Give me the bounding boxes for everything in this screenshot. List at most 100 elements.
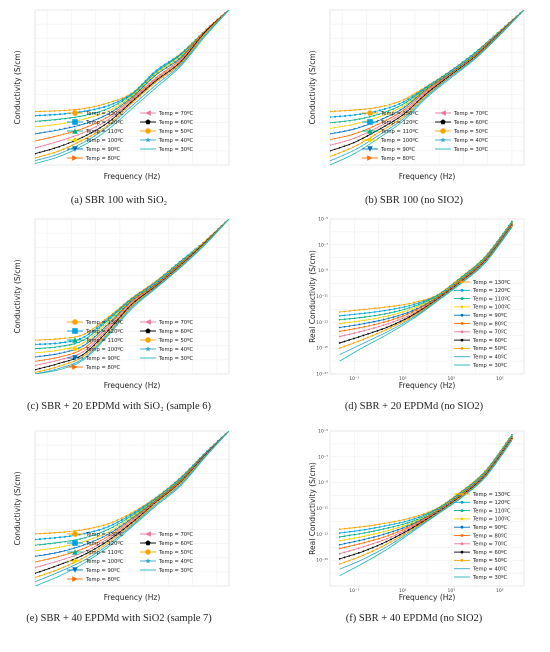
data-point bbox=[145, 82, 148, 85]
data-point bbox=[143, 507, 146, 509]
data-point bbox=[387, 317, 390, 320]
data-point bbox=[115, 108, 117, 111]
data-point bbox=[330, 116, 331, 118]
data-point bbox=[368, 315, 371, 318]
legend-entry: Temp = 40ºC bbox=[140, 346, 194, 353]
data-point bbox=[165, 275, 168, 278]
data-point bbox=[129, 301, 132, 304]
data-point bbox=[376, 544, 379, 547]
data-point bbox=[109, 317, 112, 319]
data-point bbox=[146, 88, 149, 91]
legend-marker bbox=[367, 110, 373, 116]
data-point bbox=[43, 548, 46, 551]
data-point bbox=[386, 126, 389, 128]
data-point bbox=[155, 69, 158, 72]
legend-label: Temp = 110ºC bbox=[85, 129, 124, 135]
plot-area bbox=[34, 218, 230, 375]
data-point bbox=[397, 117, 399, 120]
data-point bbox=[92, 553, 95, 556]
data-point bbox=[64, 117, 66, 120]
legend-label: Temp = 40ºC bbox=[158, 138, 194, 144]
series-line bbox=[35, 10, 229, 162]
data-point bbox=[49, 338, 51, 341]
data-point bbox=[467, 59, 470, 61]
data-point bbox=[102, 545, 105, 547]
data-point bbox=[135, 514, 138, 517]
data-point bbox=[106, 540, 109, 542]
data-point bbox=[87, 339, 89, 341]
data-point bbox=[412, 313, 415, 316]
data-point bbox=[368, 531, 370, 533]
legend-marker bbox=[72, 531, 78, 537]
data-point bbox=[81, 356, 84, 358]
legend-label: Temp = 90ºC bbox=[85, 356, 121, 362]
data-point bbox=[64, 341, 67, 344]
data-point bbox=[382, 324, 385, 327]
data-point bbox=[39, 125, 41, 128]
data-point bbox=[67, 364, 70, 367]
data-point bbox=[81, 132, 84, 135]
y-axis-title: Real Conductivity (S/cm) bbox=[308, 462, 317, 555]
data-point bbox=[333, 148, 336, 151]
data-point bbox=[363, 535, 366, 538]
data-point bbox=[129, 514, 132, 516]
legend-marker bbox=[72, 567, 78, 573]
legend-label: Temp = 70ºC bbox=[472, 542, 508, 548]
data-point bbox=[87, 333, 90, 336]
data-point bbox=[87, 116, 90, 119]
data-point bbox=[371, 546, 374, 549]
data-point bbox=[160, 74, 163, 76]
data-point bbox=[112, 523, 114, 526]
data-point bbox=[348, 534, 351, 537]
data-point bbox=[121, 113, 124, 116]
y-tick-label: 10⁻¹¹ bbox=[316, 506, 328, 512]
data-point bbox=[104, 117, 107, 120]
data-point bbox=[53, 368, 56, 371]
data-point bbox=[154, 503, 157, 506]
data-point bbox=[402, 533, 405, 536]
data-point bbox=[99, 127, 101, 129]
legend-label: Temp = 50ºC bbox=[472, 558, 508, 564]
data-point bbox=[106, 110, 109, 113]
data-point bbox=[333, 132, 336, 135]
legend-entry: Temp = 110ºC bbox=[67, 128, 124, 135]
data-point bbox=[420, 97, 422, 100]
data-point bbox=[371, 334, 374, 337]
data-point bbox=[94, 129, 97, 132]
legend-entry: Temp = 60ºC bbox=[140, 328, 194, 335]
data-point bbox=[125, 97, 128, 100]
data-point bbox=[417, 94, 420, 96]
data-point bbox=[102, 542, 105, 545]
data-point bbox=[408, 519, 411, 522]
legend-entry: Temp = 80ºC bbox=[67, 155, 121, 162]
legend-label: Temp = 130ºC bbox=[85, 111, 124, 117]
data-point bbox=[103, 106, 106, 108]
data-point bbox=[338, 131, 341, 134]
data-point bbox=[54, 349, 56, 352]
data-point bbox=[372, 125, 375, 128]
data-point bbox=[438, 80, 441, 83]
data-point bbox=[39, 359, 41, 362]
data-point bbox=[398, 536, 401, 539]
data-point bbox=[48, 571, 51, 574]
data-point bbox=[338, 536, 341, 538]
data-point bbox=[388, 106, 391, 109]
legend-label: Temp = 60ºC bbox=[453, 120, 489, 126]
data-point bbox=[367, 544, 370, 547]
data-point bbox=[38, 570, 41, 573]
data-point bbox=[128, 526, 131, 529]
data-point bbox=[39, 347, 41, 350]
data-point bbox=[135, 98, 138, 100]
data-point bbox=[176, 265, 179, 268]
data-point bbox=[403, 115, 406, 117]
data-point bbox=[53, 547, 56, 549]
data-point bbox=[48, 365, 51, 367]
data-point bbox=[54, 113, 56, 116]
data-point bbox=[86, 345, 89, 347]
data-point bbox=[38, 155, 41, 158]
data-point bbox=[104, 539, 106, 542]
data-point bbox=[121, 97, 124, 99]
series-line bbox=[35, 10, 229, 164]
